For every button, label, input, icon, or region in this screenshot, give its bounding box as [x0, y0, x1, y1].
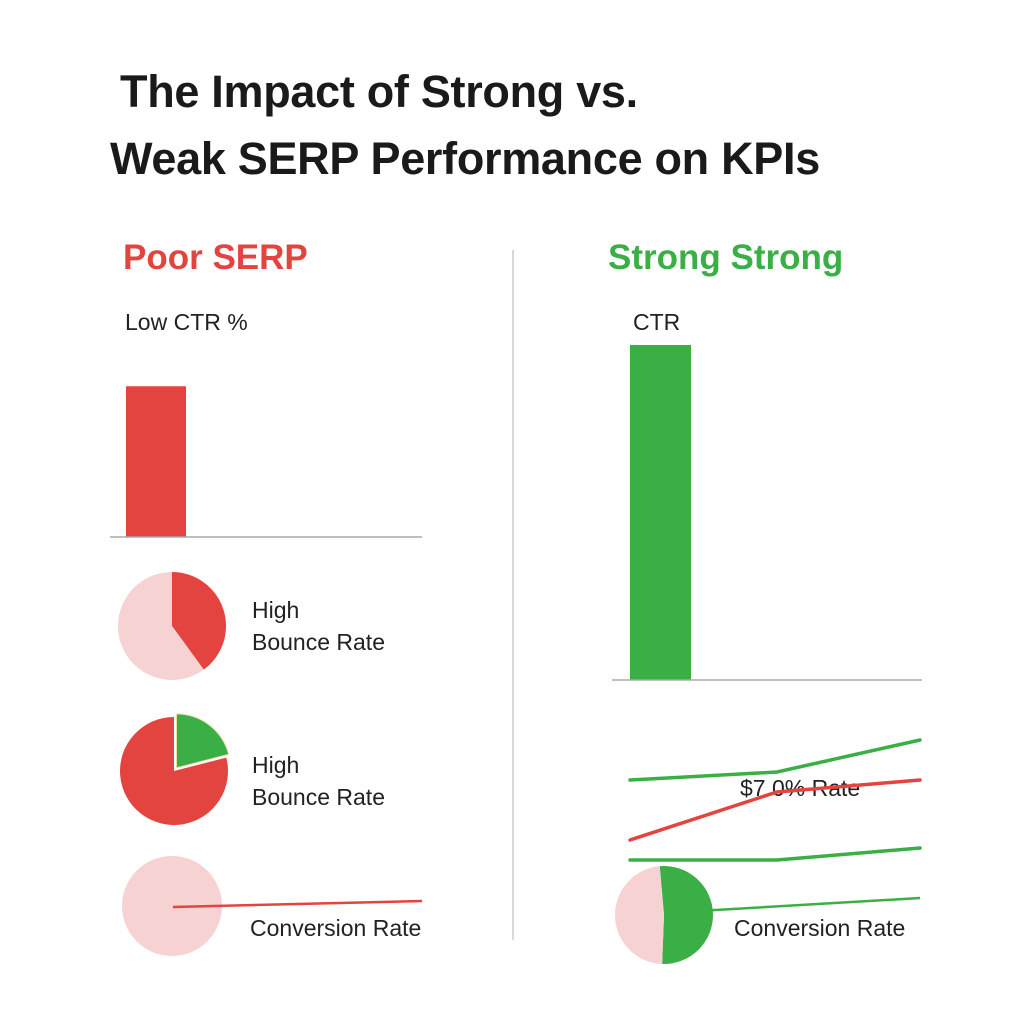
bounce-pie-1-slice-bounce [172, 572, 226, 670]
title-line-1: The Impact of Strong vs. [120, 66, 638, 117]
strong-serp-heading: Strong Strong [608, 238, 844, 277]
rate-line-lower [628, 846, 922, 862]
title-line-2: Weak SERP Performance on KPIs [110, 133, 820, 184]
strong-ctr-bar [630, 345, 691, 680]
ctr-label: CTR [633, 309, 681, 335]
rate-line-middle [628, 778, 922, 842]
conversion-pie-right-slice-converted [659, 865, 714, 965]
poor-ctr-bar [126, 386, 186, 537]
conversion-line-left [172, 899, 423, 909]
pie1-label-line2: Bounce Rate [252, 629, 385, 655]
bounce-pie-2-slice-engaged [175, 713, 230, 769]
conversion-pie-right-slice-rest [615, 866, 664, 964]
conversion-line-right [663, 896, 921, 915]
conversion-pie-left-slice-rest [122, 856, 222, 956]
left-conversion-label: Conversion Rate [250, 915, 422, 941]
poor-serp-heading: Poor SERP [123, 238, 308, 277]
bounce-pie-1-slice-rest [118, 572, 204, 681]
low-ctr-label: Low CTR % [125, 309, 248, 335]
rate-line-upper [628, 738, 922, 782]
bounce-pie-2-slice-bounce [120, 717, 228, 825]
pie2-label-line2: Bounce Rate [252, 784, 385, 810]
right-conversion-label: Conversion Rate [734, 915, 906, 941]
pie1-label-line1: High [252, 597, 300, 623]
pie2-label-line1: High [252, 752, 300, 778]
